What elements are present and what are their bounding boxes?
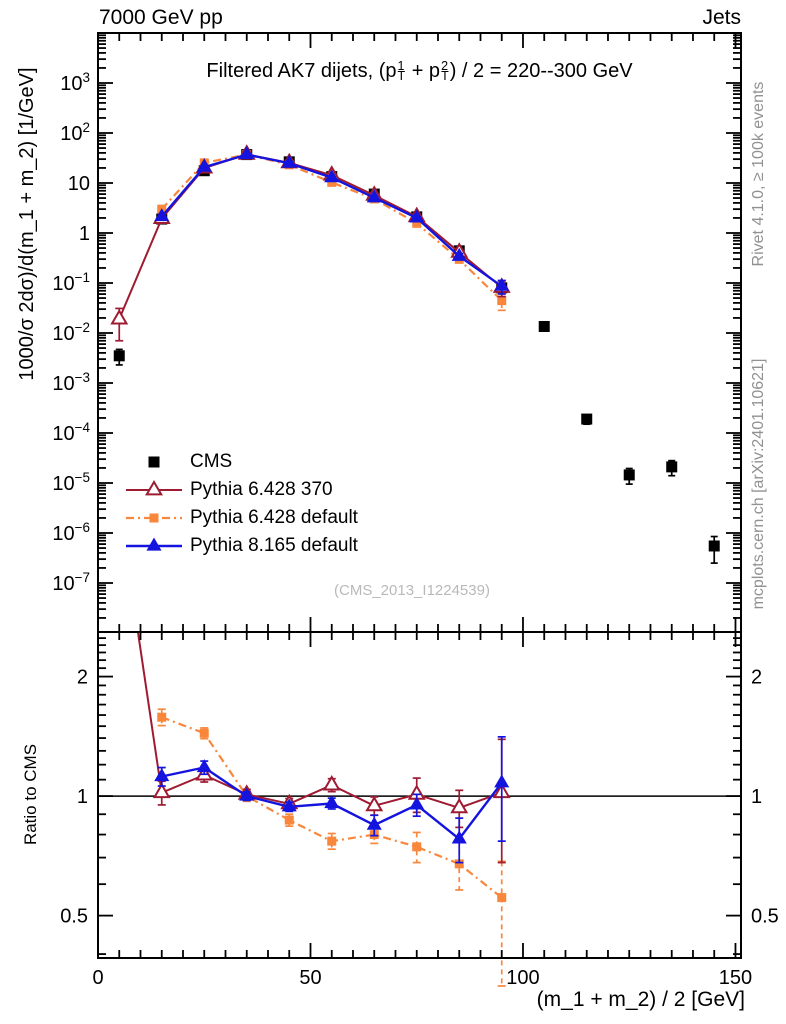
ratio-tick-label-left: 1: [77, 786, 88, 808]
x-axis-label: (m_1 + m_2) / 2 [GeV]: [536, 988, 745, 1011]
series-py6_def-ratio: [157, 708, 507, 987]
rivet-version-note: Rivet 4.1.0, ≥ 100k events: [750, 81, 767, 267]
beam-energy-label: 7000 GeV pp: [99, 6, 223, 29]
pt2-sub: T: [441, 68, 449, 83]
mcplots-citation-note: mcplots.cern.ch [arXiv:2401.10621]: [750, 358, 767, 610]
pt1-sub: T: [397, 68, 406, 83]
legend-item-cms: CMS: [124, 448, 358, 476]
y-tick-label: 10: [68, 173, 90, 195]
legend-label: Pythia 8.165 default: [190, 535, 358, 556]
legend-marker-cms: [148, 456, 160, 468]
pt2-sup: 2: [441, 58, 449, 73]
y-tick-label: 10−1: [52, 270, 90, 295]
legend: CMS Pythia 6.428 370 Pythia 6.428 default P…: [124, 448, 358, 560]
analysis-id-watermark: (CMS_2013_I1224539): [334, 582, 490, 599]
plot-title: Filtered AK7 dijets, (p 1 T + p 2 T) / 2 = 2…: [98, 58, 741, 83]
ratio-tick-label-right: 0.5: [751, 906, 779, 928]
x-tick-label: 0: [92, 967, 103, 989]
title-text: Filtered AK7 dijets, (p: [206, 60, 397, 82]
series-py6_def-ratio-errors: [157, 708, 506, 987]
x-tick-label: 150: [719, 967, 752, 989]
legend-marker-py6_def: [126, 513, 182, 523]
series-py8_def-ratio-markers: [154, 759, 510, 844]
y-tick-label: 10−6: [52, 520, 90, 545]
legend-item-py6_def: Pythia 6.428 default: [124, 504, 358, 532]
series-py8_def-main: [154, 146, 510, 295]
y-tick-label: 102: [60, 120, 90, 145]
legend-label: Pythia 6.428 370: [190, 479, 333, 500]
pt1-sup: 1: [397, 58, 405, 73]
legend-item-py6_370: Pythia 6.428 370: [124, 476, 358, 504]
process-label: Jets: [702, 6, 741, 29]
x-tick-label: 50: [299, 967, 321, 989]
ratio-panel-frame: [97, 631, 742, 959]
y-tick-label: 10−5: [52, 470, 90, 495]
y-tick-label: 10−4: [52, 420, 90, 445]
legend-marker-py6_370: [126, 479, 182, 496]
y-tick-label: 10−7: [52, 570, 90, 595]
y-tick-label: 10−2: [52, 320, 90, 345]
series-py8_def-ratio: [154, 735, 510, 864]
ratio-tick-label-left: 2: [77, 667, 88, 689]
title-post: ) / 2 = 220--300 GeV: [449, 60, 633, 82]
ratio-tick-label-right: 2: [751, 667, 762, 689]
y-axis-label: 1000/σ 2dσ)/d(m_1 + m_2) [1/GeV]: [16, 67, 38, 381]
y-tick-label: 103: [60, 70, 90, 95]
ratio-tick-label-right: 1: [751, 786, 762, 808]
legend-marker-py8_def: [126, 537, 182, 551]
y-tick-label: 1: [79, 223, 90, 245]
ratio-axis-label: Ratio to CMS: [21, 743, 40, 846]
title-mid: + p: [406, 60, 441, 82]
series-py6_370-main-markers: [110, 144, 511, 325]
legend-item-py8_def: Pythia 8.165 default: [124, 532, 358, 560]
y-tick-label: 10−3: [52, 370, 90, 395]
series-py8_def-main-markers: [154, 146, 510, 291]
ratio-tick-label-left: 0.5: [60, 906, 88, 928]
legend-label: CMS: [190, 451, 233, 472]
x-tick-label: 100: [506, 967, 539, 989]
legend-label: Pythia 6.428 default: [190, 507, 358, 528]
series-py6_370-main-errors: [115, 152, 506, 342]
series-py6_370-main: [110, 144, 511, 342]
